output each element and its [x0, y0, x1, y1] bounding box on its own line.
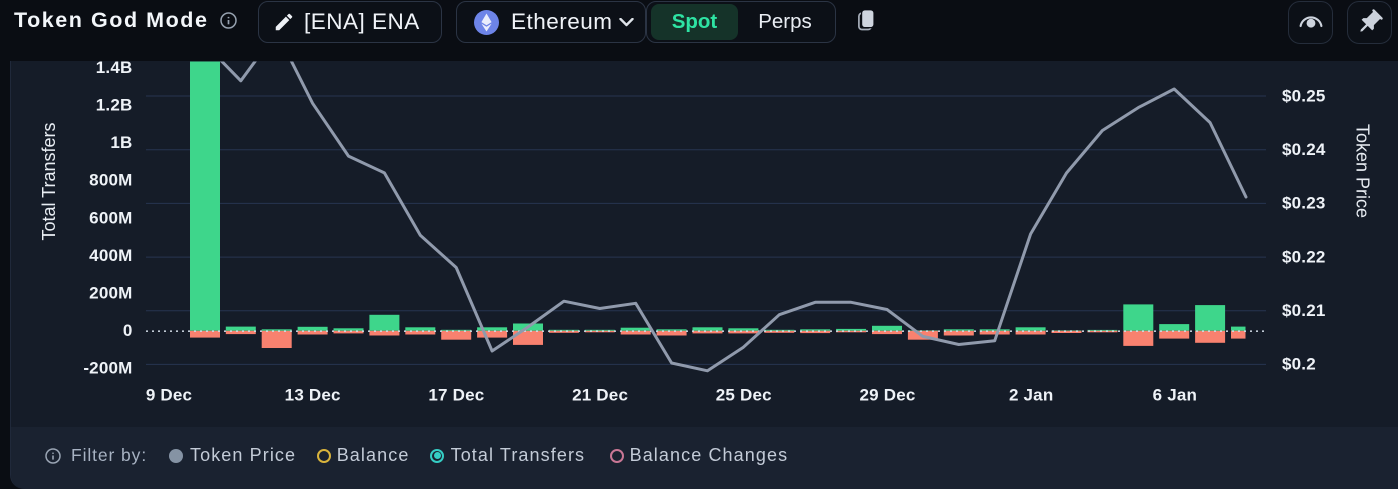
svg-text:29 Dec: 29 Dec: [859, 386, 915, 405]
svg-text:0: 0: [123, 321, 133, 340]
svg-text:-200M: -200M: [83, 359, 132, 378]
svg-text:400M: 400M: [89, 246, 132, 265]
svg-text:9 Dec: 9 Dec: [146, 386, 192, 405]
svg-text:200M: 200M: [89, 284, 132, 303]
svg-text:21 Dec: 21 Dec: [572, 386, 628, 405]
svg-text:1.2B: 1.2B: [96, 96, 133, 115]
svg-text:$0.25: $0.25: [1282, 86, 1326, 105]
svg-text:$0.24: $0.24: [1282, 140, 1326, 159]
svg-text:Total Transfers: Total Transfers: [39, 122, 59, 240]
svg-text:800M: 800M: [89, 171, 132, 190]
svg-text:13 Dec: 13 Dec: [285, 386, 341, 405]
svg-text:1B: 1B: [110, 133, 132, 152]
svg-text:600M: 600M: [89, 208, 132, 227]
svg-text:Token Price: Token Price: [1352, 124, 1372, 218]
svg-text:1.4B: 1.4B: [96, 58, 133, 77]
svg-text:$0.21: $0.21: [1282, 301, 1326, 320]
svg-text:2 Jan: 2 Jan: [1009, 386, 1053, 405]
svg-text:$0.2: $0.2: [1282, 355, 1316, 374]
svg-text:$0.22: $0.22: [1282, 247, 1326, 266]
svg-text:17 Dec: 17 Dec: [428, 386, 484, 405]
svg-text:$0.23: $0.23: [1282, 194, 1326, 213]
svg-text:25 Dec: 25 Dec: [716, 386, 772, 405]
svg-text:6 Jan: 6 Jan: [1153, 386, 1197, 405]
